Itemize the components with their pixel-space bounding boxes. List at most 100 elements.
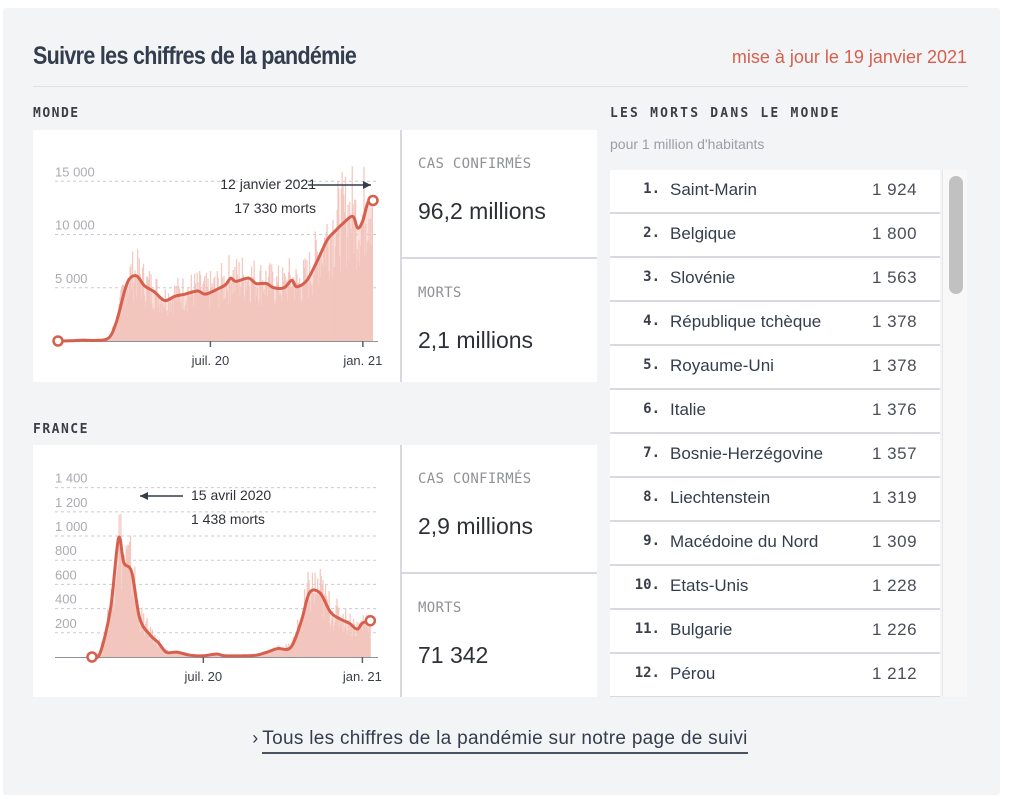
chart-monde: 5 000 10 000 15 000 juil. 20 jan. 21 12 janvi…	[52, 164, 382, 368]
x-tick-label: juil. 20	[184, 669, 223, 684]
row-value: 1 378	[872, 312, 918, 331]
stat-value: 2,1 millions	[418, 327, 534, 353]
table-row: 12. Pérou 1 212	[610, 654, 940, 697]
stats-monde: CAS CONFIRMÉS 96,2 millions MORTS 2,1 mi…	[400, 130, 597, 382]
row-country: Etats-Unis	[670, 576, 749, 595]
y-tick-label: 1 200	[55, 495, 88, 510]
row-value: 1 563	[872, 268, 918, 287]
section-label-monde: MONDE	[33, 106, 80, 121]
row-value: 1 378	[872, 356, 918, 375]
stat-cases-monde: CAS CONFIRMÉS 96,2 millions	[402, 130, 597, 255]
row-rank: 2.	[643, 225, 660, 241]
row-value: 1 800	[872, 224, 918, 243]
table-row: 1. Saint-Marin 1 924	[610, 170, 940, 214]
table-row: 10. Etats-Unis 1 228	[610, 566, 940, 610]
row-country: Belgique	[670, 224, 737, 243]
table-row: 6. Italie 1 376	[610, 390, 940, 434]
row-rank: 7.	[643, 445, 660, 461]
stat-value: 71 342	[418, 642, 489, 668]
arrow-head-icon	[363, 181, 371, 189]
row-value: 1 228	[872, 576, 918, 595]
tracking-page-link[interactable]: Tous les chiffres de la pandémie sur not…	[262, 728, 748, 754]
ranking-subtitle: pour 1 million d'habitants	[610, 136, 765, 152]
row-rank: 4.	[643, 313, 660, 329]
stat-cases-france: CAS CONFIRMÉS 2,9 millions	[402, 445, 597, 570]
row-country: Bulgarie	[670, 620, 733, 639]
table-row: 3. Slovénie 1 563	[610, 258, 940, 302]
table-row: 4. République tchèque 1 378	[610, 302, 940, 346]
y-tick-label: 15 000	[55, 164, 95, 179]
page-title: Suivre les chiffres de la pandémie	[33, 42, 357, 70]
row-value: 1 924	[872, 180, 918, 199]
row-value: 1 376	[872, 400, 918, 419]
y-tick-label: 10 000	[55, 218, 95, 233]
table-row: 2. Belgique 1 800	[610, 214, 940, 258]
table-row: 8. Liechtenstein 1 319	[610, 478, 940, 522]
annotation-date: 12 janvier 2021	[220, 176, 316, 192]
table-row: 9. Macédoine du Nord 1 309	[610, 522, 940, 566]
row-rank: 5.	[643, 357, 660, 373]
row-value: 1 212	[872, 664, 918, 683]
row-rank: 6.	[643, 401, 660, 417]
arrow-head-icon	[140, 492, 148, 500]
stat-value: 2,9 millions	[418, 513, 534, 539]
row-country: Royaume-Uni	[670, 356, 774, 375]
update-date: mise à jour le 19 janvier 2021	[731, 47, 967, 67]
x-tick-label: jan. 21	[342, 669, 382, 684]
y-tick-label: 5 000	[55, 271, 88, 286]
row-country: République tchèque	[670, 312, 822, 331]
y-tick-label: 800	[55, 543, 77, 558]
row-rank: 12.	[634, 665, 660, 681]
y-tick-label: 200	[55, 616, 77, 631]
row-country: Liechtenstein	[670, 488, 771, 507]
row-rank: 3.	[643, 269, 660, 285]
series-line	[91, 535, 371, 660]
stat-label: MORTS	[418, 600, 462, 616]
annotation-date: 15 avril 2020	[191, 487, 271, 503]
x-tick-label: juil. 20	[191, 353, 230, 368]
chart-france: 200 400 600 800 1 000 1 200 1 400 juil. 20 jan. …	[55, 471, 382, 684]
series-line	[57, 198, 374, 343]
row-country: Bosnie-Herzégovine	[670, 444, 824, 463]
stat-label: MORTS	[418, 285, 462, 301]
table-row: 7. Bosnie-Herzégovine 1 357	[610, 434, 940, 478]
section-label-france: FRANCE	[33, 422, 89, 437]
row-country: Saint-Marin	[670, 180, 757, 199]
row-value: 1 309	[872, 532, 918, 551]
row-rank: 11.	[634, 621, 660, 637]
x-tick-label: jan. 21	[342, 353, 382, 368]
table-row: 5. Royaume-Uni 1 378	[610, 346, 940, 390]
stat-deaths-france: MORTS 71 342	[402, 572, 597, 699]
table-row: 11. Bulgarie 1 226	[610, 610, 940, 654]
start-point	[52, 335, 64, 347]
y-tick-label: 1 400	[55, 471, 88, 486]
end-point	[367, 194, 379, 207]
row-value: 1 319	[872, 488, 918, 507]
y-tick-label: 600	[55, 567, 77, 582]
chevron-right-icon: ›	[252, 728, 259, 748]
row-country: Macédoine du Nord	[670, 532, 819, 551]
annotation-value: 17 330 morts	[234, 200, 316, 216]
row-country: Pérou	[670, 664, 716, 683]
chart-panel-france: 200 400 600 800 1 000 1 200 1 400 juil. 20 jan. …	[33, 445, 400, 697]
ranking-table[interactable]: 1. Saint-Marin 1 924 2. Belgique 1 800 3. Slové…	[610, 170, 940, 697]
y-tick-label: 400	[55, 592, 77, 607]
scrollbar-thumb[interactable]	[949, 176, 963, 294]
row-country: Italie	[670, 400, 706, 419]
end-point	[364, 614, 377, 627]
annotation-value: 1 438 morts	[191, 511, 265, 527]
stat-value: 96,2 millions	[418, 198, 546, 224]
area-fill	[58, 200, 373, 341]
scrollbar[interactable]	[942, 170, 967, 697]
stat-label: CAS CONFIRMÉS	[418, 156, 532, 172]
start-point	[86, 651, 98, 663]
row-rank: 1.	[643, 181, 660, 197]
y-tick-label: 1 000	[55, 519, 88, 534]
header-divider	[33, 86, 968, 87]
ranking-title: LES MORTS DANS LE MONDE	[610, 106, 841, 121]
stat-label: CAS CONFIRMÉS	[418, 471, 532, 487]
chart-panel-monde: 5 000 10 000 15 000 juil. 20 jan. 21 12 janvi…	[33, 130, 400, 382]
stat-deaths-monde: MORTS 2,1 millions	[402, 257, 597, 384]
footer-link-row: › Tous les chiffres de la pandémie sur no…	[0, 728, 1000, 754]
row-rank: 9.	[643, 533, 660, 549]
